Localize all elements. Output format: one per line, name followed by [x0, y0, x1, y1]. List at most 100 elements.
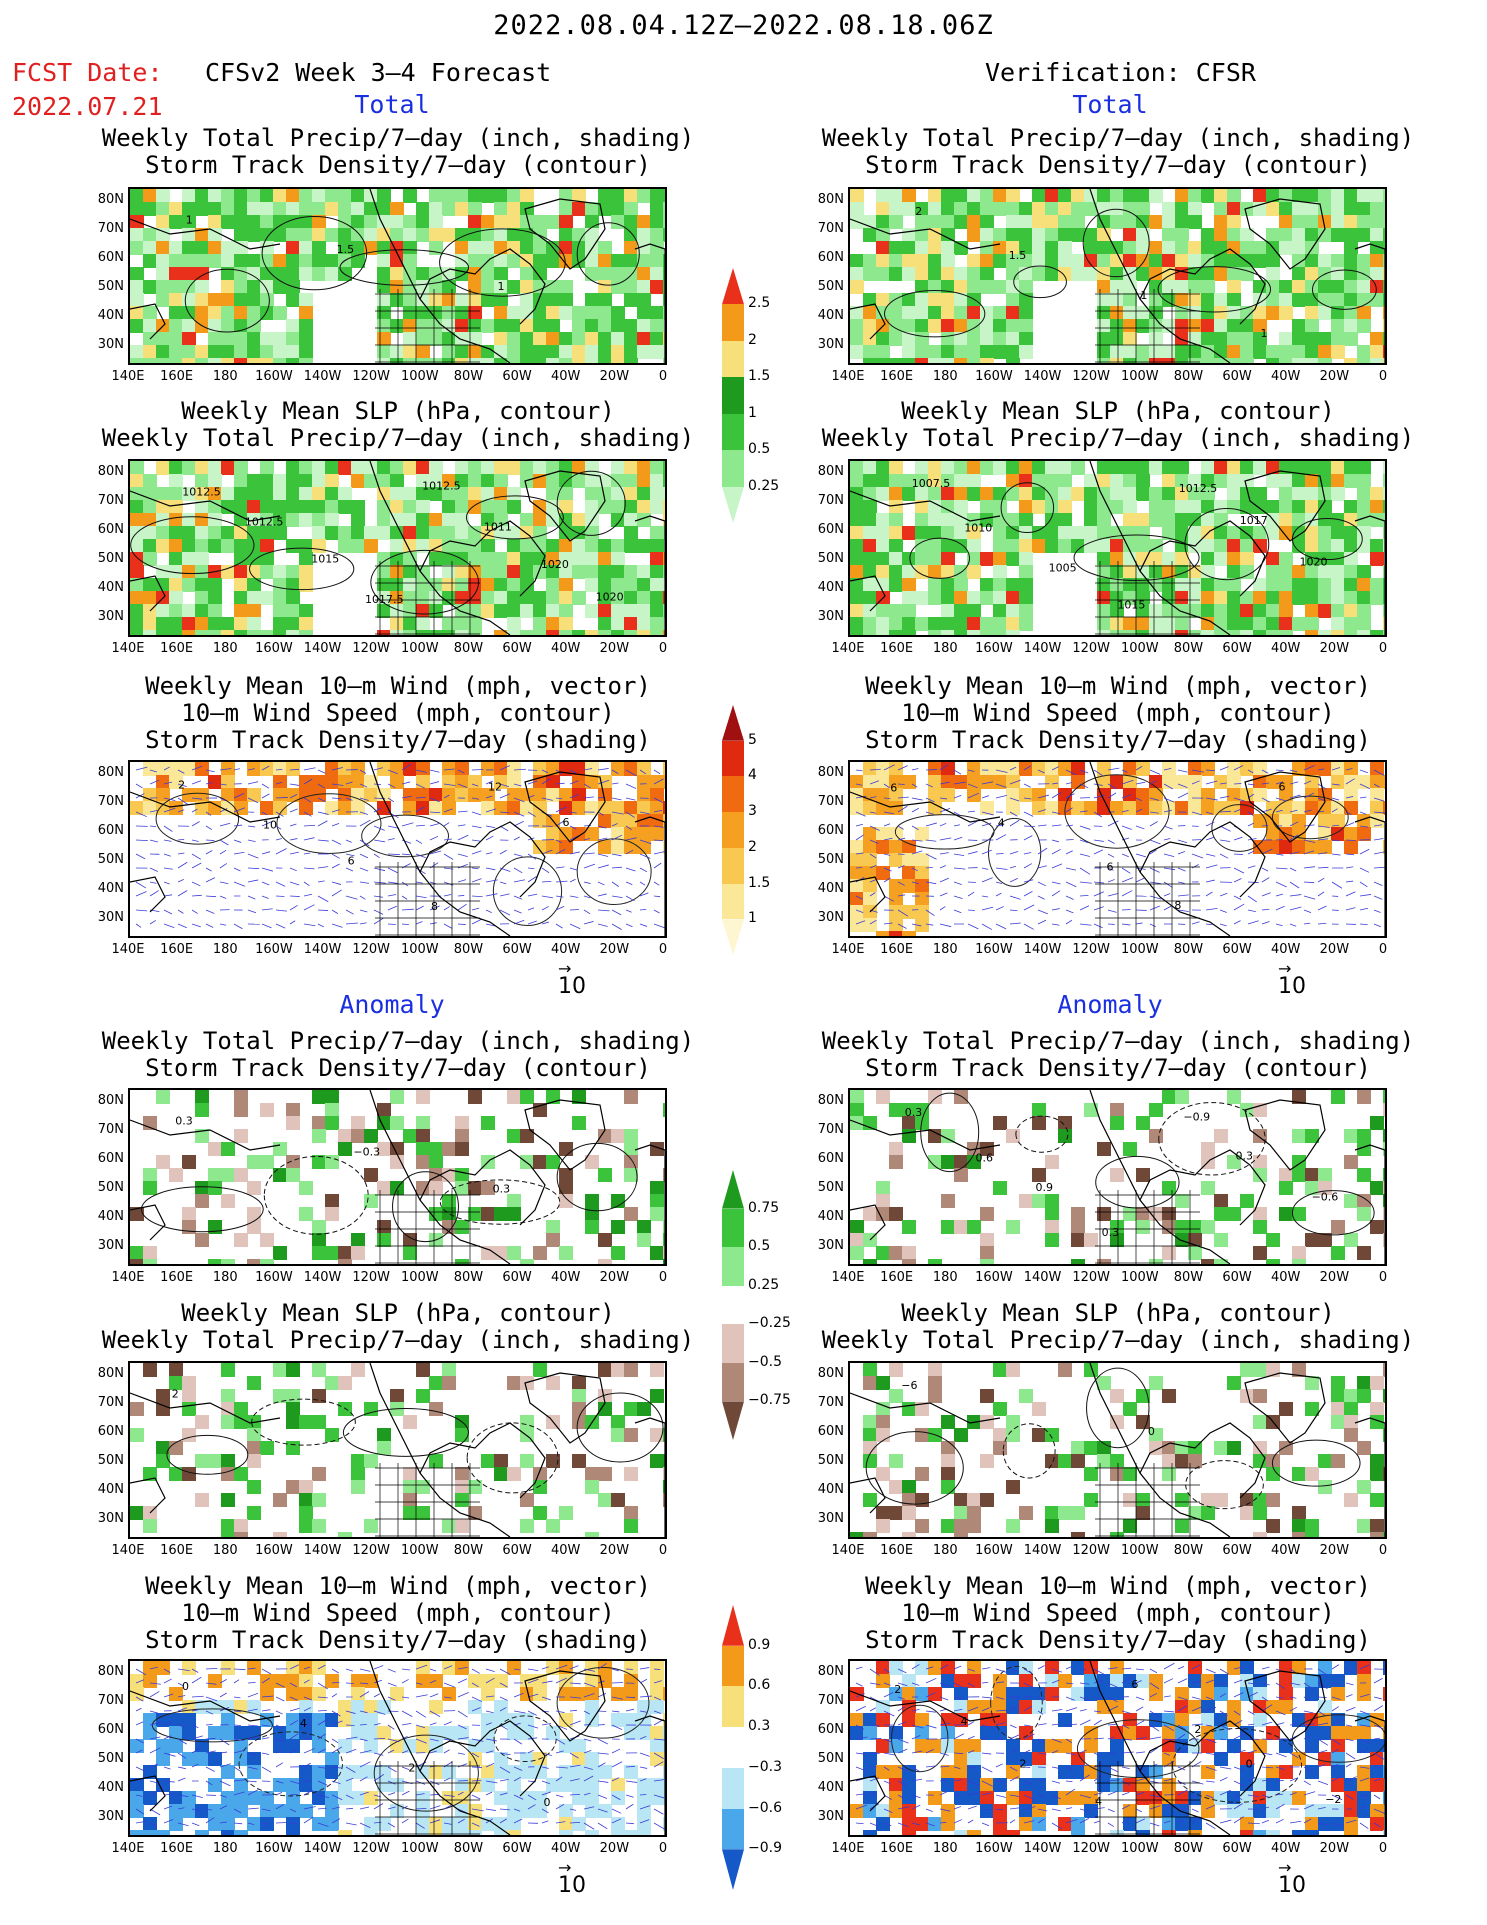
- wind-vector: [1261, 877, 1270, 883]
- shading-cell: [533, 1506, 547, 1520]
- shading-cell: [1110, 1389, 1124, 1403]
- shading-cell: [1214, 630, 1228, 635]
- shading-cell: [889, 474, 903, 488]
- shading-cell: [1045, 775, 1059, 789]
- shading-cell: [1383, 1207, 1385, 1221]
- shading-cell: [247, 1155, 261, 1169]
- wind-vector: [247, 1682, 256, 1684]
- wind-vector: [1289, 894, 1302, 897]
- wind-vector: [233, 1750, 244, 1754]
- shading-cell: [234, 604, 248, 618]
- shading-cell: [1071, 1233, 1085, 1247]
- shading-cell: [559, 1181, 573, 1195]
- wind-vector: [1261, 782, 1270, 785]
- shading-cell: [598, 552, 612, 566]
- contour-label: 1020: [596, 590, 624, 603]
- shading-cell: [611, 306, 625, 320]
- shading-cell: [351, 1454, 365, 1468]
- shading-cell: [1318, 801, 1332, 815]
- lon-tick-label: 20W: [599, 1543, 630, 1558]
- wind-vector: [625, 1794, 634, 1798]
- shading-cell: [1227, 1376, 1241, 1390]
- shading-cell: [915, 487, 929, 501]
- shading-cell: [1266, 552, 1280, 566]
- shading-cell: [351, 474, 365, 488]
- shading-cell: [1370, 241, 1384, 255]
- shading-cell: [863, 617, 877, 631]
- shading-cell: [850, 866, 864, 880]
- lon-tick-label: 140E: [831, 641, 865, 656]
- shading-cell: [993, 189, 1007, 203]
- wind-vector: [653, 881, 660, 886]
- shading-cell: [980, 500, 994, 514]
- shading-cell: [507, 1778, 521, 1792]
- shading-cell: [876, 345, 890, 359]
- lat-tick-label: 40N: [817, 1209, 844, 1224]
- shading-cell: [1383, 358, 1385, 363]
- wind-vector: [967, 881, 976, 883]
- shading-cell: [546, 358, 560, 363]
- wind-vector: [457, 1791, 464, 1796]
- shading-cell: [1188, 762, 1202, 776]
- shading-cell: [1370, 254, 1384, 268]
- shading-cell: [325, 500, 339, 514]
- wind-vector: [275, 781, 283, 785]
- wind-vector: [1219, 853, 1229, 859]
- shading-cell: [1097, 552, 1111, 566]
- wind-vector: [177, 783, 187, 787]
- shading-cell: [247, 565, 261, 579]
- shading-cell: [572, 241, 586, 255]
- shading-cell: [663, 630, 665, 635]
- lat-tick-label: 60N: [97, 250, 124, 265]
- shading-cell: [1266, 474, 1280, 488]
- shading-cell: [1175, 513, 1189, 527]
- coastline: [1089, 461, 1231, 635]
- wind-vector: [135, 891, 147, 897]
- shading-cell: [850, 840, 864, 854]
- contour-line: [1000, 482, 1055, 534]
- shading-cell: [312, 1726, 326, 1740]
- contour-label: 1: [1140, 289, 1147, 302]
- shading-cell: [980, 202, 994, 216]
- shading-cell: [130, 1207, 144, 1221]
- shading-cell: [611, 332, 625, 346]
- shading-cell: [1227, 788, 1241, 802]
- shading-cell: [928, 461, 942, 475]
- shading-cell: [169, 280, 183, 294]
- shading-cell: [338, 1765, 352, 1779]
- shading-cell: [390, 578, 404, 592]
- shading-cell: [1227, 345, 1241, 359]
- wind-vector: [177, 861, 188, 869]
- shading-cell: [1006, 1220, 1020, 1234]
- shading-cell: [1032, 539, 1046, 553]
- coastline: [130, 1204, 166, 1241]
- wind-vector: [387, 894, 397, 897]
- wind-vector: [1023, 863, 1033, 869]
- shading-cell: [1370, 487, 1384, 501]
- lat-tick-label: 50N: [97, 1751, 124, 1766]
- shading-cell: [286, 617, 300, 631]
- shading-cell: [637, 827, 651, 841]
- shading-cell: [1149, 332, 1163, 346]
- shading-cell: [234, 565, 248, 579]
- shading-cell: [429, 604, 443, 618]
- wind-vector: [869, 811, 877, 814]
- section-anomaly-verification: Anomaly: [1057, 990, 1163, 1019]
- shading-cell: [260, 500, 274, 514]
- shading-cell: [1214, 578, 1228, 592]
- shading-cell: [299, 254, 313, 268]
- shading-cell: [967, 1220, 981, 1234]
- shading-cell: [863, 879, 877, 893]
- contour-label: 0.3: [905, 1106, 923, 1119]
- wind-vector: [1247, 865, 1256, 869]
- shading-cell: [546, 1233, 560, 1247]
- shading-cell: [663, 1778, 665, 1792]
- shading-cell: [1318, 280, 1332, 294]
- wind-vector: [191, 1794, 203, 1798]
- shading-cell: [468, 591, 482, 605]
- wind-vector: [135, 881, 147, 889]
- shading-cell: [234, 539, 248, 553]
- coastline: [369, 762, 511, 936]
- wind-vector: [1037, 794, 1050, 799]
